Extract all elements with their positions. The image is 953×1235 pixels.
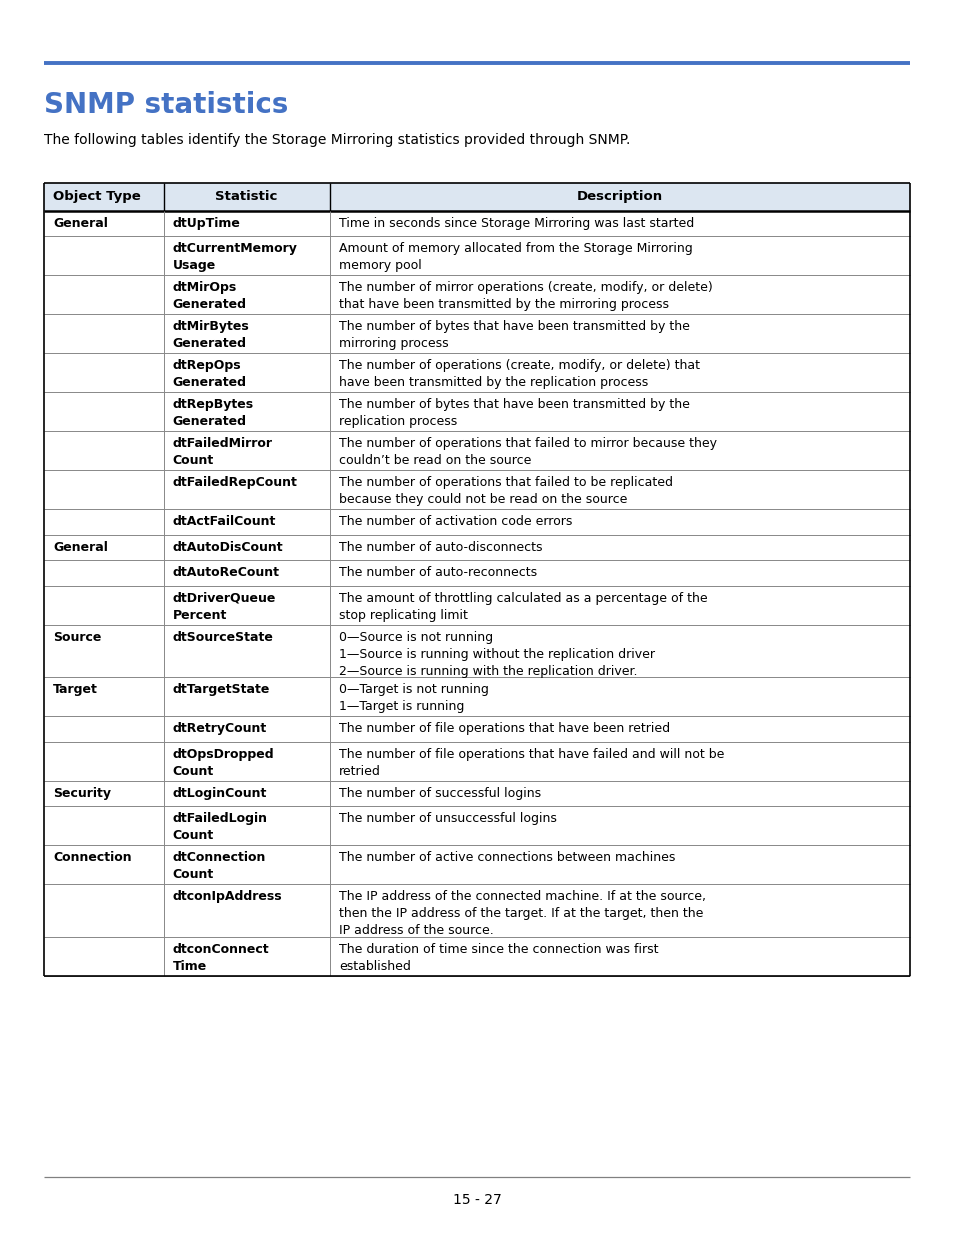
Text: The following tables identify the Storage Mirroring statistics provided through : The following tables identify the Storag… [44, 133, 630, 147]
Text: dtAutoDisCount: dtAutoDisCount [172, 541, 283, 553]
Text: 0—Source is not running
1—Source is running without the replication driver
2—Sou: 0—Source is not running 1—Source is runn… [338, 631, 654, 678]
Text: 15 - 27: 15 - 27 [452, 1193, 501, 1207]
Text: dtRepBytes
Generated: dtRepBytes Generated [172, 398, 253, 429]
Text: dtTargetState: dtTargetState [172, 683, 270, 697]
Text: The IP address of the connected machine. If at the source,
then the IP address o: The IP address of the connected machine.… [338, 890, 705, 937]
Text: 0—Target is not running
1—Target is running: 0—Target is not running 1—Target is runn… [338, 683, 488, 713]
Bar [44, 884, 909, 936]
Text: dtMirOps
Generated: dtMirOps Generated [172, 282, 246, 311]
Bar [44, 210, 909, 236]
Bar [44, 353, 909, 391]
Text: The number of active connections between machines: The number of active connections between… [338, 851, 675, 864]
Bar [44, 741, 909, 781]
Text: dtAutoReCount: dtAutoReCount [172, 566, 279, 579]
Bar [44, 936, 909, 976]
Text: dtFailedRepCount: dtFailedRepCount [172, 475, 297, 489]
Text: dtSourceState: dtSourceState [172, 631, 274, 643]
Text: dtconConnect
Time: dtconConnect Time [172, 942, 269, 972]
Text: The number of activation code errors: The number of activation code errors [338, 515, 572, 529]
Text: The number of file operations that have been retried: The number of file operations that have … [338, 722, 669, 735]
Text: The number of auto-reconnects: The number of auto-reconnects [338, 566, 537, 579]
Text: The number of file operations that have failed and will not be
retried: The number of file operations that have … [338, 747, 723, 778]
Bar [44, 716, 909, 741]
Text: Description: Description [577, 190, 662, 204]
Bar [44, 471, 909, 509]
Bar [44, 677, 909, 716]
Text: Amount of memory allocated from the Storage Mirroring
memory pool: Amount of memory allocated from the Stor… [338, 242, 692, 272]
Bar [44, 431, 909, 471]
Text: dtFailedMirror
Count: dtFailedMirror Count [172, 437, 273, 467]
Text: The number of operations (create, modify, or delete) that
have been transmitted : The number of operations (create, modify… [338, 359, 700, 389]
Text: Source: Source [53, 631, 101, 643]
Text: dtLoginCount: dtLoginCount [172, 787, 267, 799]
Text: The duration of time since the connection was first
established: The duration of time since the connectio… [338, 942, 658, 972]
Text: dtconIpAddress: dtconIpAddress [172, 890, 282, 903]
Bar [44, 314, 909, 353]
Bar [44, 559, 909, 585]
Bar [44, 781, 909, 806]
Text: dtDriverQueue
Percent: dtDriverQueue Percent [172, 592, 275, 621]
Bar [44, 845, 909, 884]
Text: The number of unsuccessful logins: The number of unsuccessful logins [338, 811, 556, 825]
Text: dtActFailCount: dtActFailCount [172, 515, 275, 529]
Text: General: General [53, 541, 108, 553]
Text: Target: Target [53, 683, 98, 697]
Text: General: General [53, 216, 108, 230]
Text: Time in seconds since Storage Mirroring was last started: Time in seconds since Storage Mirroring … [338, 216, 693, 230]
Text: dtRetryCount: dtRetryCount [172, 722, 267, 735]
Bar [44, 625, 909, 677]
Text: dtConnection
Count: dtConnection Count [172, 851, 266, 881]
Bar [44, 535, 909, 559]
Text: The number of successful logins: The number of successful logins [338, 787, 540, 799]
Text: Connection: Connection [53, 851, 132, 864]
Text: The number of operations that failed to mirror because they
couldn’t be read on : The number of operations that failed to … [338, 437, 716, 467]
Text: dtMirBytes
Generated: dtMirBytes Generated [172, 320, 249, 350]
Bar [44, 275, 909, 314]
Text: dtOpsDropped
Count: dtOpsDropped Count [172, 747, 274, 778]
Text: dtFailedLogin
Count: dtFailedLogin Count [172, 811, 267, 842]
Text: Statistic: Statistic [215, 190, 277, 204]
Text: dtCurrentMemory
Usage: dtCurrentMemory Usage [172, 242, 297, 272]
Text: The number of operations that failed to be replicated
because they could not be : The number of operations that failed to … [338, 475, 672, 506]
Text: SNMP statistics: SNMP statistics [44, 91, 288, 119]
Bar [44, 236, 909, 275]
Text: The number of mirror operations (create, modify, or delete)
that have been trans: The number of mirror operations (create,… [338, 282, 712, 311]
Bar [44, 183, 909, 210]
Text: The number of bytes that have been transmitted by the
mirroring process: The number of bytes that have been trans… [338, 320, 689, 350]
Bar [44, 509, 909, 535]
Bar [44, 391, 909, 431]
Text: dtRepOps
Generated: dtRepOps Generated [172, 359, 246, 389]
Text: dtUpTime: dtUpTime [172, 216, 240, 230]
Text: Object Type: Object Type [53, 190, 141, 204]
Text: The amount of throttling calculated as a percentage of the
stop replicating limi: The amount of throttling calculated as a… [338, 592, 707, 621]
Bar [44, 806, 909, 845]
Text: The number of bytes that have been transmitted by the
replication process: The number of bytes that have been trans… [338, 398, 689, 429]
Text: The number of auto-disconnects: The number of auto-disconnects [338, 541, 541, 553]
Bar [44, 585, 909, 625]
Text: Security: Security [53, 787, 111, 799]
